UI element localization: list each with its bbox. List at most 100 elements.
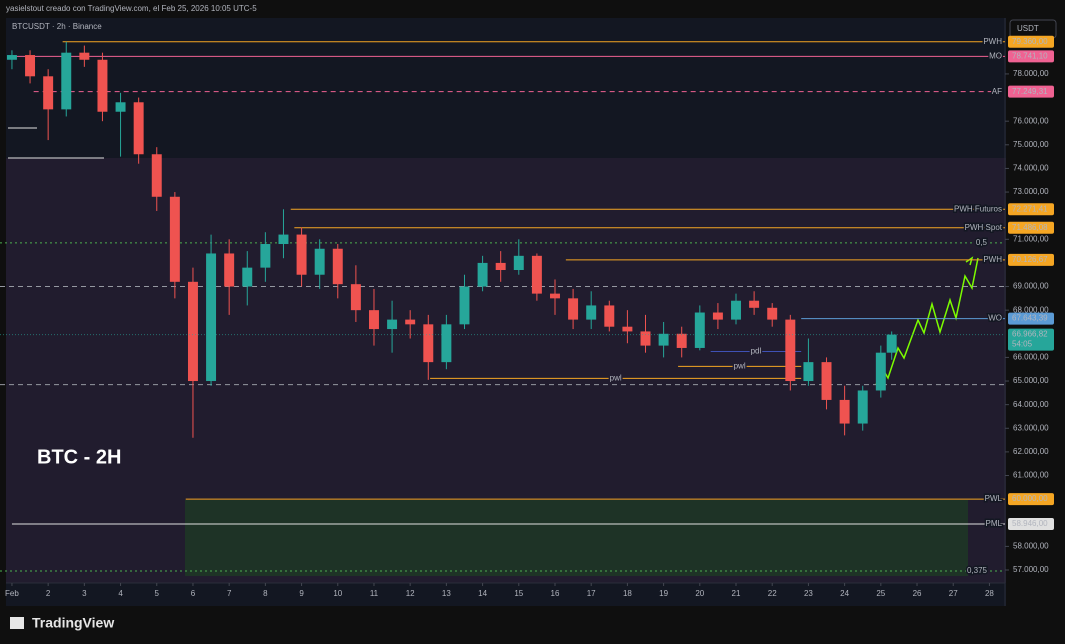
candle-body: [332, 248, 343, 285]
x-tick-label: 6: [191, 589, 196, 598]
candle-body: [423, 324, 434, 363]
y-tick-label: 69.000,00: [1013, 282, 1049, 291]
y-tick-label: 62.000,00: [1013, 447, 1049, 456]
candle-body: [369, 310, 379, 330]
x-tick-label: 10: [333, 589, 342, 598]
candle-body: [767, 307, 778, 320]
y-tick-label: 75.000,00: [1013, 140, 1049, 149]
y-tick-label: 71.000,00: [1013, 234, 1049, 243]
price-label: 79.360,00: [1012, 37, 1048, 46]
logo-icon: [10, 617, 24, 629]
candle-body: [568, 298, 579, 320]
level-name: 0,5: [976, 238, 988, 247]
price-label-box: [1008, 203, 1054, 216]
candle-body: [206, 253, 217, 382]
x-tick-label: 13: [442, 589, 451, 598]
last-price-label: 66.966,82: [1012, 330, 1048, 339]
level-name: PWH: [983, 37, 1002, 46]
symbol: BTCUSDT · 2h · Binance: [12, 22, 102, 31]
candle-body: [694, 312, 705, 348]
candle-body: [857, 390, 868, 424]
y-tick-label: 73.000,00: [1013, 187, 1049, 196]
level-name: MO: [989, 52, 1002, 61]
countdown: 54:05: [1012, 340, 1033, 349]
candle-body: [441, 324, 452, 363]
candle-body: [622, 326, 633, 332]
candle-body: [6, 55, 17, 60]
y-tick-label: 58.000,00: [1013, 541, 1049, 550]
last-price-box: [1008, 328, 1054, 351]
x-tick-label: 4: [118, 589, 123, 598]
candle-body: [350, 284, 361, 311]
x-tick-label: 21: [732, 589, 741, 598]
demand-zone: [185, 500, 968, 576]
x-tick-label: 16: [551, 589, 560, 598]
candle-body: [387, 319, 398, 330]
y-tick-label: 78.000,00: [1013, 69, 1049, 78]
x-tick-label: 11: [370, 589, 379, 598]
price-label-box: [1008, 518, 1054, 531]
x-tick-label: 24: [840, 589, 849, 598]
x-tick-label: 3: [82, 589, 87, 598]
candle-body: [821, 362, 832, 400]
level-name: WO: [988, 314, 1002, 323]
y-tick-label: 61.000,00: [1013, 471, 1049, 480]
candle-body: [886, 334, 897, 353]
level-name: PWH Futuros: [954, 204, 1002, 213]
candle-body: [224, 253, 235, 287]
price-label: 78.741,10: [1012, 52, 1048, 61]
candle-body: [513, 255, 524, 271]
x-tick-label: 23: [804, 589, 813, 598]
candle-body: [133, 102, 144, 155]
price-label-box: [1008, 35, 1054, 48]
price-label: 72.271,41: [1012, 204, 1048, 213]
candle-body: [640, 331, 651, 346]
x-tick-label: 17: [587, 589, 596, 598]
y-tick-label: 63.000,00: [1013, 423, 1049, 432]
candle-body: [839, 399, 850, 424]
candle-body: [115, 102, 126, 112]
candle-body: [676, 333, 687, 348]
candle-body: [550, 293, 560, 299]
price-label: 71.486,08: [1012, 223, 1048, 232]
candle-body: [43, 76, 54, 110]
candle-body: [785, 319, 796, 382]
y-tick-label: 76.000,00: [1013, 116, 1049, 125]
y-tick-label: 65.000,00: [1013, 376, 1049, 385]
candle-body: [296, 234, 307, 275]
price-label: 60.000,00: [1012, 494, 1048, 503]
level-name: AF: [992, 87, 1002, 96]
candle-body: [749, 300, 760, 308]
candle-body: [875, 352, 886, 391]
currency[interactable]: USDT: [1017, 24, 1039, 33]
y-tick-label: 74.000,00: [1013, 164, 1049, 173]
x-tick-label: 25: [876, 589, 885, 598]
price-label: 67.643,39: [1012, 314, 1048, 323]
candle-body: [97, 59, 108, 112]
x-tick-label: 20: [695, 589, 704, 598]
price-label-box: [1008, 493, 1054, 506]
candle-body: [278, 234, 289, 245]
price-label-box: [1008, 253, 1054, 266]
candle-body: [604, 305, 615, 327]
x-tick-label: 14: [478, 589, 487, 598]
x-tick-label: 7: [227, 589, 232, 598]
chart-label: BTC - 2H: [37, 446, 121, 468]
candle-body: [731, 300, 741, 320]
candle-body: [405, 319, 416, 325]
x-tick-label: 9: [299, 589, 304, 598]
price-label-box: [1008, 221, 1054, 234]
y-tick-label: 57.000,00: [1013, 565, 1049, 574]
level-name: PWL: [985, 494, 1003, 503]
x-tick-label: 19: [659, 589, 668, 598]
candle-body: [531, 255, 542, 294]
x-tick-label: 12: [406, 589, 415, 598]
x-tick-label: 15: [514, 589, 523, 598]
candle-body: [495, 262, 506, 271]
candle-body: [61, 52, 72, 110]
candle-body: [169, 196, 180, 282]
price-label-box: [1008, 85, 1054, 98]
candle-body: [803, 362, 814, 382]
